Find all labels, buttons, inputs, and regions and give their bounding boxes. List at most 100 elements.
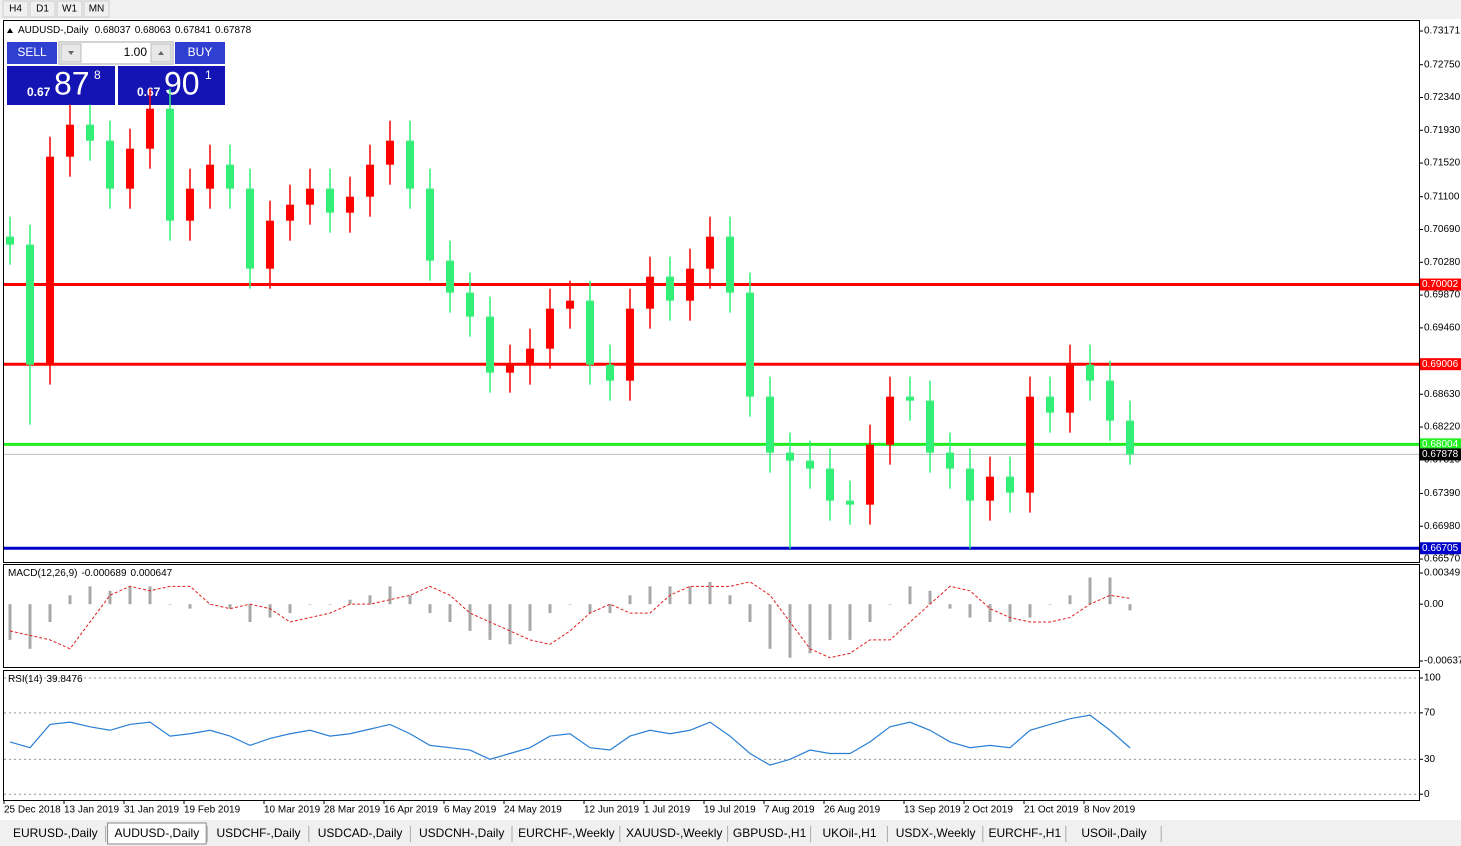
candle-body <box>426 188 434 261</box>
candle-body <box>146 108 154 149</box>
symbol-tab[interactable] <box>621 823 727 844</box>
indicator-label: MACD(12,26,9) -0.000689 0.000647 <box>8 568 173 579</box>
candle-body <box>226 164 234 189</box>
candle-body <box>1086 364 1094 381</box>
indicator-title: RSI(14) <box>8 674 42 685</box>
x-tick-label: 21 Oct 2019 <box>1024 805 1079 816</box>
y-tick-label: 0.71930 <box>1424 125 1461 136</box>
y-tick-label: 0.00349 <box>1424 568 1461 579</box>
buy-label: BUY <box>188 45 213 59</box>
symbol: AUDUSD-,Daily <box>18 25 89 36</box>
sell-price-big: 0.67 <box>27 85 51 99</box>
macd-bar <box>468 604 472 631</box>
candle-body <box>866 444 874 505</box>
ohlc-value: 0.68063 <box>135 25 172 36</box>
x-tick-label: 2 Oct 2019 <box>964 805 1013 816</box>
y-tick-label: 0.69870 <box>1424 290 1461 301</box>
level-tag <box>1420 358 1461 371</box>
timeframe-button[interactable] <box>2 0 29 18</box>
y-tick-label: 0.00 <box>1424 599 1444 610</box>
macd-bar <box>848 604 852 640</box>
candle-body <box>46 156 54 365</box>
price-panel <box>3 20 1420 563</box>
candle-body <box>686 268 694 301</box>
macd-panel <box>3 564 1420 668</box>
indicator-label: RSI(14) 39.8476 <box>8 674 83 685</box>
symbol-tab-label: USDCAD-,Daily <box>318 826 403 840</box>
macd-bar <box>8 604 12 640</box>
x-tick-label: 24 May 2019 <box>504 805 562 816</box>
candle-body <box>946 452 954 469</box>
sell-price-pips: 87 <box>54 65 90 101</box>
ohlc-value: 0.67841 <box>175 25 212 36</box>
symbol-tab-label: EURUSD-,Daily <box>13 826 98 840</box>
sell-price-fraction: 8 <box>94 68 101 82</box>
symbol-tab[interactable] <box>310 823 410 844</box>
candle-body <box>1106 380 1114 421</box>
sell-button[interactable] <box>7 42 57 64</box>
macd-bar <box>748 604 752 623</box>
sell-price-box[interactable] <box>7 66 115 105</box>
buy-price-fraction: 1 <box>205 68 212 82</box>
x-tick-label: 1 Jul 2019 <box>644 805 691 816</box>
macd-bar <box>728 595 732 605</box>
candle-body <box>406 140 414 189</box>
macd-bar <box>108 590 112 605</box>
buy-button[interactable] <box>175 42 225 64</box>
timeframe-button[interactable] <box>29 0 56 18</box>
collapse-icon[interactable] <box>7 28 13 33</box>
macd-bar <box>408 595 412 605</box>
macd-bar <box>1108 577 1112 605</box>
macd-bar <box>168 604 172 605</box>
macd-bar <box>288 604 292 614</box>
x-tick-label: 26 Aug 2019 <box>824 805 881 816</box>
macd-bar <box>688 586 692 605</box>
indicator-title: MACD(12,26,9) <box>8 568 77 579</box>
y-tick-label: 0.69460 <box>1424 323 1461 334</box>
candle-body <box>526 348 534 365</box>
macd-bar <box>988 604 992 623</box>
indicator-value: 39.8476 <box>46 674 83 685</box>
macd-bar <box>328 604 332 605</box>
symbol-tab[interactable] <box>6 823 105 844</box>
symbol-tab[interactable] <box>412 823 511 844</box>
symbol-tab[interactable] <box>1067 823 1161 844</box>
symbol-tab[interactable] <box>889 823 982 844</box>
y-tick-label: 100 <box>1424 673 1441 684</box>
symbol-tab[interactable] <box>812 823 887 844</box>
buy-price-box[interactable] <box>118 66 225 105</box>
y-tick-label: -0.00637 <box>1424 656 1461 667</box>
macd-bar <box>428 604 432 614</box>
symbol-tab[interactable] <box>209 823 308 844</box>
candle-body <box>786 452 794 461</box>
macd-bar <box>188 604 192 609</box>
timeframe-button[interactable] <box>56 0 83 18</box>
symbol-tab[interactable] <box>984 823 1065 844</box>
candle-body <box>1046 396 1054 413</box>
level-label: 0.69006 <box>1422 359 1459 370</box>
candle-body <box>106 140 114 189</box>
candle-body <box>626 308 634 381</box>
macd-bar <box>228 604 232 609</box>
ohlc-value: 0.67878 <box>215 25 252 36</box>
macd-bar <box>448 604 452 623</box>
lot-input[interactable] <box>58 41 174 65</box>
macd-bar <box>588 604 592 614</box>
timeframe-button[interactable] <box>83 0 110 18</box>
macd-bar <box>608 604 612 614</box>
candle-body <box>246 188 254 269</box>
toolbar-bg <box>0 0 1461 19</box>
x-tick-label: 13 Sep 2019 <box>904 805 961 816</box>
candle-body <box>666 276 674 301</box>
sell-label: SELL <box>17 45 47 59</box>
candle-body <box>986 476 994 501</box>
symbol-tab[interactable] <box>107 822 207 845</box>
candle-body <box>906 396 914 401</box>
macd-bar <box>268 604 272 618</box>
macd-bar <box>828 604 832 640</box>
y-tick-label: 30 <box>1424 754 1436 765</box>
symbol-tab[interactable] <box>729 823 810 844</box>
candle-body <box>386 140 394 165</box>
symbol-tab[interactable] <box>514 823 619 844</box>
symbol-tab-label: EURCHF-,Weekly <box>518 826 614 840</box>
